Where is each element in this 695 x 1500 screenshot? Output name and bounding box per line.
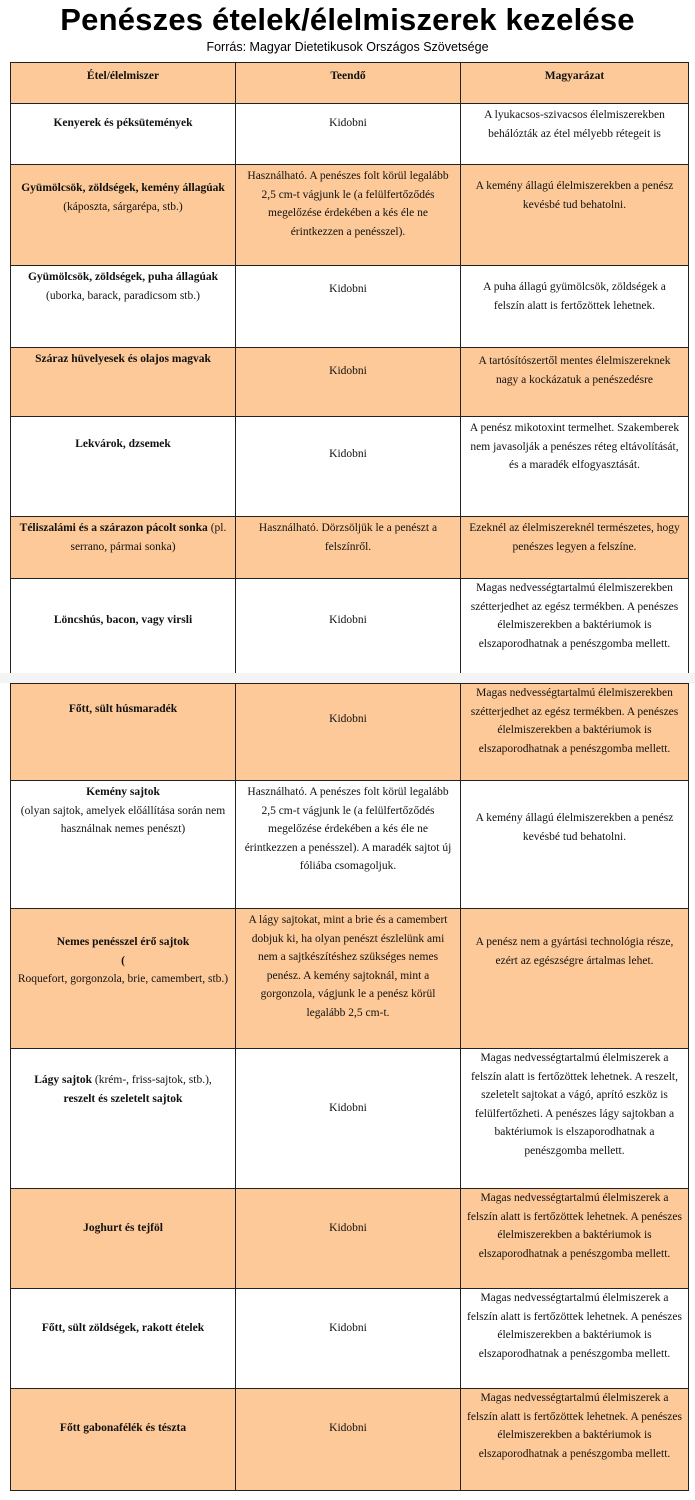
action-cell: A lágy sajtokat, mint a brie és a camemb… [235, 908, 461, 1049]
table-row: Téliszalámi és a szárazon pácolt sonka (… [10, 516, 689, 579]
table-row: Kenyerek és péksütemények Kidobni A lyukac… [10, 103, 689, 165]
table-row: Lágy sajtok (krém-, friss-sajtok, stb.),… [10, 1048, 689, 1189]
food-cell: Joghurt és tejföl [10, 1188, 236, 1289]
action-cell: Használható. A penészes folt körül legal… [235, 780, 461, 909]
explanation-cell: Magas nedvességtartalmú élelmiszerek a f… [460, 1048, 689, 1189]
action-cell: Kidobni [235, 1388, 461, 1491]
food-text: Lágy sajtok [34, 1074, 93, 1086]
food-text: (pl. serrano, pármai sonka) [70, 522, 227, 553]
food-text: Főtt, sült zöldségek, rakott ételek [41, 1322, 205, 1334]
food-text: reszelt és szeletelt sajtok [63, 1092, 183, 1105]
food-text: ( [121, 954, 125, 967]
food-cell: Kemény sajtok (olyan sajtok, amelyek előá… [10, 780, 236, 909]
action-cell: Használható. A penészes folt körül legal… [235, 164, 461, 266]
action-cell: Kidobni [235, 265, 461, 348]
food-cell: Lekvárok, dzsemek [10, 416, 236, 517]
action-cell: Kidobni [235, 416, 461, 517]
mold-table-part-1: Étel/élelmiszer Teendő Magyarázat Kenyer… [10, 62, 689, 674]
explanation-cell: Magas nedvességtartalmú élelmiszerek a f… [460, 1288, 689, 1389]
table-row: Nemes penésszel érő sajtok ( Roquefort, go… [10, 908, 689, 1049]
explanation-cell: Magas nedvességtartalmú élelmiszerekben … [460, 578, 689, 674]
food-cell: Főtt, sült zöldségek, rakott ételek [10, 1288, 236, 1389]
table-row: Gyümölcsök, zöldségek, kemény állagúak (k… [10, 164, 689, 266]
action-cell: Használható. Dörzsöljük le a penészt a f… [235, 516, 461, 579]
table-row: Kemény sajtok (olyan sajtok, amelyek előá… [10, 780, 689, 909]
food-text: Lekvárok, dzsemek [75, 438, 171, 450]
action-cell: Kidobni [235, 1048, 461, 1189]
header-explanation: Magyarázat [460, 62, 689, 104]
food-text: (olyan sajtok, amelyek előállítása során… [20, 804, 226, 836]
source-caption: Forrás: Magyar Dietetikusok Országos Szö… [206, 40, 489, 54]
action-cell: Kidobni [235, 103, 461, 165]
action-cell: Kidobni [235, 1288, 461, 1389]
food-cell: Téliszalámi és a szárazon pácolt sonka (… [10, 516, 236, 579]
table-row: Joghurt és tejföl Kidobni Magas nedvességt… [10, 1188, 689, 1289]
food-text: Száraz hüvelyesek és olajos magvak [35, 353, 211, 365]
table-row: Főtt, sült húsmaradék Kidobni Magas nedves… [10, 683, 689, 781]
food-text: (krém-, friss-sajtok, stb.), [92, 1074, 212, 1086]
food-cell: Száraz hüvelyesek és olajos magvak [10, 347, 236, 417]
table-row: Száraz hüvelyesek és olajos magvak Kidobn… [10, 347, 689, 417]
action-cell: Kidobni [235, 578, 461, 674]
food-cell: Gyümölcsök, zöldségek, kemény állagúak (k… [10, 164, 236, 266]
explanation-cell: A tartósítószertől mentes élelmiszerekne… [460, 347, 689, 417]
food-cell: Főtt gabonafélék és tészta [10, 1388, 236, 1491]
table-row: Főtt, sült zöldségek, rakott ételek Kidob… [10, 1288, 689, 1389]
food-cell: Löncshús, bacon, vagy virsli [10, 578, 236, 674]
food-cell: Kenyerek és péksütemények [10, 103, 236, 165]
header-action: Teendő [235, 62, 461, 104]
food-cell: Gyümölcsök, zöldségek, puha állagúak (ub… [10, 265, 236, 348]
explanation-cell: A penész nem a gyártási technológia rész… [460, 908, 689, 1049]
explanation-cell: A puha állagú gyümölcsök, zöldségek a fe… [460, 265, 689, 348]
page-break [0, 673, 695, 683]
food-text: Gyümölcsök, zöldségek, puha állagúak [27, 271, 219, 283]
food-text: Téliszalámi és a szárazon pácolt sonka [19, 522, 208, 534]
explanation-cell: Magas nedvességtartalmú élelmiszerek a f… [460, 1188, 689, 1289]
explanation-cell: A penész mikotoxint termelhet. Szakember… [460, 416, 689, 517]
food-text: (uborka, barack, paradicsom stb.) [46, 289, 200, 302]
food-cell: Nemes penésszel érő sajtok ( Roquefort, go… [10, 908, 236, 1049]
food-text: Kemény sajtok [86, 786, 160, 798]
food-text: Roquefort, gorgonzola, brie, camembert, … [17, 973, 229, 985]
food-text: (káposzta, sárgarépa, stb.) [63, 200, 183, 213]
food-cell: Főtt, sült húsmaradék [10, 683, 236, 781]
header-row: Étel/élelmiszer Teendő Magyarázat [10, 62, 689, 104]
table-row: Löncshús, bacon, vagy virsli Kidobni Magas… [10, 578, 689, 674]
action-cell: Kidobni [235, 683, 461, 781]
food-text: Gyümölcsök, zöldségek, kemény állagúak [21, 182, 225, 194]
explanation-cell: Magas nedvességtartalmú élelmiszerekben … [460, 683, 689, 781]
food-text: Kenyerek és péksütemények [53, 117, 193, 129]
explanation-cell: Ezeknél az élelmiszereknél természetes, … [460, 516, 689, 579]
food-text: Joghurt és tejföl [83, 1222, 163, 1234]
explanation-cell: A lyukacsos-szivacsos élelmiszerekben be… [460, 103, 689, 165]
food-text: Nemes penésszel érő sajtok [56, 936, 190, 948]
header-food: Étel/élelmiszer [10, 62, 236, 104]
mold-table-part-2: Főtt, sült húsmaradék Kidobni Magas nedves… [10, 683, 689, 1491]
table-row: Lekvárok, dzsemek Kidobni A penész mikotox… [10, 416, 689, 517]
action-cell: Kidobni [235, 1188, 461, 1289]
table-row: Főtt gabonafélék és tészta Kidobni Magas n… [10, 1388, 689, 1491]
food-text: Főtt, sült húsmaradék [68, 703, 178, 715]
food-cell: Lágy sajtok (krém-, friss-sajtok, stb.),… [10, 1048, 236, 1189]
page-title: Penészes ételek/élelmiszerek kezelése [60, 2, 635, 37]
table-row: Gyümölcsök, zöldségek, puha állagúak (ub… [10, 265, 689, 348]
action-cell: Kidobni [235, 347, 461, 417]
food-text: Löncshús, bacon, vagy virsli [53, 614, 193, 626]
explanation-cell: Magas nedvességtartalmú élelmiszerek a f… [460, 1388, 689, 1491]
food-text: Főtt gabonafélék és tészta [59, 1422, 187, 1434]
explanation-cell: A kemény állagú élelmiszerekben a penész… [460, 164, 689, 266]
explanation-cell: A kemény állagú élelmiszerekben a penész… [460, 780, 689, 909]
